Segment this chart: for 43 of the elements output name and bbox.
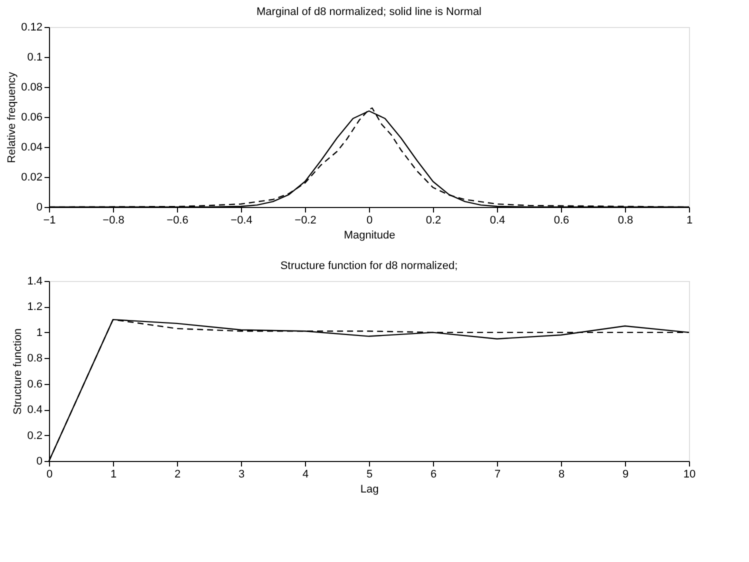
x-tick-label: 0.4 — [490, 214, 506, 226]
y-tick-label: 0.4 — [27, 404, 42, 416]
y-tick-label: 0.04 — [21, 142, 42, 154]
x-tick-label: 0.8 — [618, 214, 634, 226]
x-axis-title: Lag — [360, 484, 379, 496]
y-tick-label: 0.12 — [21, 22, 42, 34]
x-tick-label: 7 — [494, 468, 501, 480]
x-tick-label: 0 — [46, 468, 53, 480]
chart-title: Marginal of d8 normalized; solid line is Normal — [256, 6, 482, 18]
x-tick-label: 5 — [366, 468, 373, 480]
y-tick-label: 0.02 — [21, 172, 42, 184]
x-tick-label: 1 — [686, 214, 693, 226]
y-tick-label: 0.08 — [21, 82, 42, 94]
x-tick-label: 0.6 — [554, 214, 570, 226]
x-tick-label: 0.2 — [426, 214, 442, 226]
x-tick-label: −0.6 — [166, 214, 188, 226]
x-tick-label: 8 — [558, 468, 565, 480]
x-tick-label: 10 — [683, 468, 696, 480]
x-tick-label: 1 — [110, 468, 117, 480]
y-tick-label: 0.6 — [27, 378, 42, 390]
chart-title: Structure function for d8 normalized; — [280, 260, 458, 272]
x-tick-label: 9 — [622, 468, 629, 480]
x-tick-label: −0.4 — [230, 214, 252, 226]
y-tick-label: 1.4 — [27, 276, 42, 288]
y-tick-label: 0.2 — [27, 430, 42, 442]
x-tick-label: −0.2 — [294, 214, 316, 226]
y-tick-label: 0.8 — [27, 352, 42, 365]
x-tick-label: 4 — [302, 468, 309, 480]
y-tick-label: 0 — [36, 456, 42, 468]
x-tick-label: −0.8 — [102, 214, 124, 226]
y-tick-label: 0.06 — [21, 112, 42, 124]
x-tick-label: 6 — [430, 468, 437, 480]
x-tick-label: 3 — [238, 468, 245, 480]
x-tick-label: −1 — [43, 214, 56, 226]
y-tick-label: 0 — [36, 202, 42, 214]
y-tick-label: 1.2 — [27, 301, 42, 314]
y-tick-label: 0.1 — [27, 52, 42, 64]
y-tick-label: 1 — [36, 326, 42, 339]
y-axis-title: Structure function — [12, 328, 24, 415]
x-tick-label: 0 — [366, 214, 373, 226]
x-tick-label: 2 — [174, 468, 181, 480]
x-axis-title: Magnitude — [344, 230, 396, 242]
y-axis-title: Relative frequency — [6, 71, 18, 164]
